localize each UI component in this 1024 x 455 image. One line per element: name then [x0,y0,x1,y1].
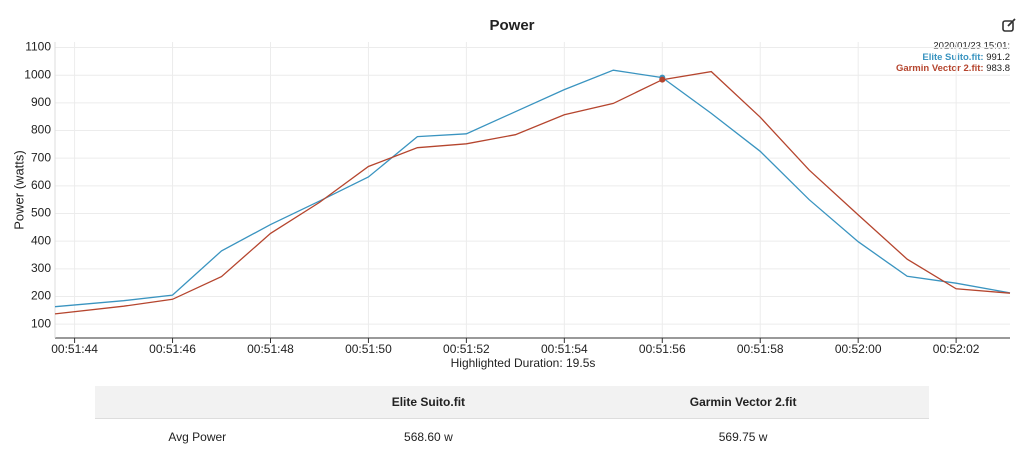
y-tick-label: 200 [31,289,51,303]
plot [55,42,1010,338]
y-axis-label: Power (watts) [11,150,26,229]
x-tick-label: 00:51:54 [541,342,588,356]
tooltip-row: Garmin Vector 2.fit: 983.8 [896,63,1010,74]
tooltip-title: 2020/01/23 15:01: [933,41,1010,52]
y-tick-label: 1000 [24,67,51,81]
header-cell [95,386,300,419]
y-tick-label: 800 [31,123,51,137]
y-tick-label: 400 [31,233,51,247]
tooltip-value: 983.8 [986,63,1010,74]
y-tick-label: 300 [31,261,51,275]
export-icon[interactable] [1003,19,1015,31]
header-cell: Elite Suito.fit [300,386,558,419]
tooltip-series: Garmin Vector 2.fit: [896,63,984,74]
series-line [55,70,1010,307]
y-tick-label: 900 [31,95,51,109]
x-tick-label: 00:51:50 [345,342,392,356]
tooltip-value: 991.2 [986,52,1010,63]
y-tick-label: 600 [31,178,51,192]
y-tick-label: 1100 [25,40,51,54]
y-tick-label: 500 [31,206,51,220]
cell: 569.75 w [557,419,929,455]
header-cell: Garmin Vector 2.fit [557,386,929,419]
y-tick-label: 700 [31,150,51,164]
cell: 568.60 w [300,419,558,455]
x-tick-label: 00:51:56 [639,342,686,356]
x-tick-label: 00:52:02 [933,342,980,356]
tooltip-series: Elite Suito.fit: [922,52,983,63]
cell: Avg Power [95,419,300,455]
series-line [55,72,1010,314]
y-tick-label: 100 [31,316,51,330]
x-tick-label: 00:51:46 [149,342,196,356]
x-tick-label: 00:51:44 [51,342,98,356]
chart: Power Power (watts) Highlighted Duration… [0,0,1024,380]
tooltip-row: Elite Suito.fit: 991.2 [922,52,1010,63]
chart-title: Power [489,17,534,34]
highlight-point [659,77,665,83]
x-tick-label: 00:51:48 [247,342,294,356]
x-tick-label: 00:51:58 [737,342,784,356]
x-axis-label: Highlighted Duration: 19.5s [451,356,596,370]
x-tick-label: 00:51:52 [443,342,490,356]
x-tick-label: 00:52:00 [835,342,882,356]
